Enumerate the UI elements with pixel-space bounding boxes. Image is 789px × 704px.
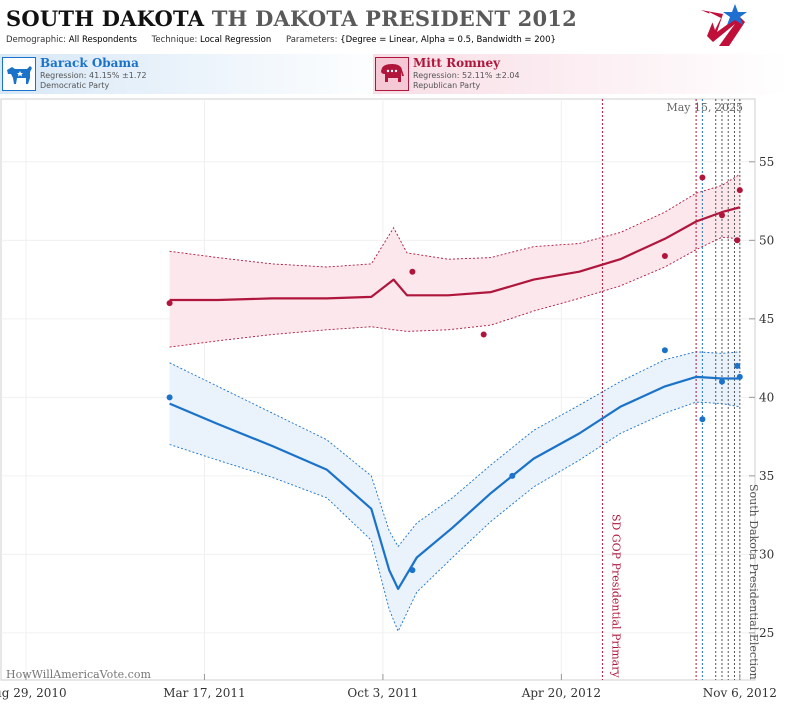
- y-tick-label: 30: [759, 547, 774, 561]
- poll-point: [661, 347, 668, 354]
- candidate-name: Mitt Romney: [413, 56, 501, 70]
- date-stamp: May 15, 2025: [666, 101, 743, 114]
- poll-point: [409, 567, 416, 574]
- star-logo-icon: [701, 4, 747, 46]
- band-lower-line: [169, 236, 740, 348]
- regression-line: [169, 206, 741, 302]
- party-name: Republican Party: [413, 81, 481, 90]
- poll-point: [166, 300, 173, 307]
- regression-lines: [169, 206, 741, 590]
- parameters-line: Demographic: All Respondents Technique: …: [6, 35, 568, 45]
- band-lower-line: [169, 401, 740, 633]
- poll-point: [736, 373, 743, 380]
- regression-value: Regression: 52.11% ±2.04: [413, 71, 520, 80]
- candidate-bar: Barack Obama Regression: 41.15% ±1.72 De…: [0, 54, 789, 94]
- republican-elephant-icon: [375, 57, 409, 91]
- poll-point: [509, 472, 516, 479]
- poll-point: [719, 212, 725, 219]
- regression-line: [169, 375, 740, 590]
- x-tick-label: Mar 17, 2011: [163, 686, 245, 700]
- axis-ticks: 25 30 35 40 45 50 55 Aug 29, 2010 Mar 17, 2011 Oc…: [0, 155, 777, 700]
- page-title: SOUTH DAKOTA TH DAKOTA PRESIDENT 2012: [6, 6, 577, 31]
- poll-point: [480, 331, 487, 338]
- y-tick-label: 35: [759, 469, 774, 483]
- poll-point: [661, 253, 668, 259]
- watermark: HowWillAmericaVote.com: [6, 668, 151, 681]
- x-tick-label: Nov 6, 2012: [703, 686, 777, 700]
- band-upper-line: [169, 174, 741, 268]
- event-label: South Dakota Presidential Election: [747, 484, 760, 680]
- poll-point: [699, 174, 706, 181]
- y-tick-label: 45: [759, 312, 774, 326]
- title-rest: TH DAKOTA PRESIDENT 2012: [211, 6, 577, 31]
- band-upper-line: [169, 351, 740, 548]
- regression-value: Regression: 41.15% ±1.72: [40, 71, 147, 80]
- header: SOUTH DAKOTA TH DAKOTA PRESIDENT 2012 De…: [0, 0, 789, 50]
- poll-point: [409, 268, 416, 275]
- poll-point: [736, 187, 743, 194]
- parameters-value: {Degree = Linear, Alpha = 0.5, Bandwidth…: [340, 35, 556, 45]
- parameters-label: Parameters:: [285, 35, 338, 45]
- x-tick-label: Aug 29, 2010: [0, 686, 67, 700]
- poll-point: [734, 362, 741, 369]
- title-state: SOUTH DAKOTA: [6, 6, 205, 31]
- event-label: SD GOP Presidential Primary: [609, 514, 622, 678]
- poll-point: [719, 378, 725, 385]
- y-tick-label: 50: [759, 233, 774, 247]
- candidate-name: Barack Obama: [40, 56, 139, 70]
- demographic-label: Demographic:: [6, 35, 67, 45]
- candidate-obama: Barack Obama Regression: 41.15% ±1.72 De…: [0, 54, 394, 94]
- confidence-band: [169, 174, 740, 348]
- y-tick-label: 55: [759, 155, 774, 169]
- democratic-donkey-icon: [2, 57, 36, 91]
- y-tick-label: 40: [759, 390, 774, 404]
- poll-chart: SD GOP Presidential Primary South Dakota …: [0, 98, 777, 700]
- poll-point: [699, 416, 706, 423]
- y-tick-label: 25: [759, 626, 774, 640]
- poll-points: [166, 174, 743, 574]
- candidate-romney: Mitt Romney Regression: 52.11% ±2.04 Rep…: [373, 54, 789, 94]
- event-lines: SD GOP Presidential Primary South Dakota …: [601, 99, 760, 680]
- technique-label: Technique:: [151, 35, 198, 45]
- x-tick-label: Apr 20, 2012: [521, 686, 601, 700]
- poll-point: [166, 394, 173, 401]
- poll-point: [734, 237, 741, 244]
- demographic-value: All Respondents: [68, 35, 137, 45]
- party-name: Democratic Party: [40, 81, 110, 90]
- technique-value: Local Regression: [200, 35, 272, 45]
- x-tick-label: Oct 3, 2011: [347, 686, 418, 700]
